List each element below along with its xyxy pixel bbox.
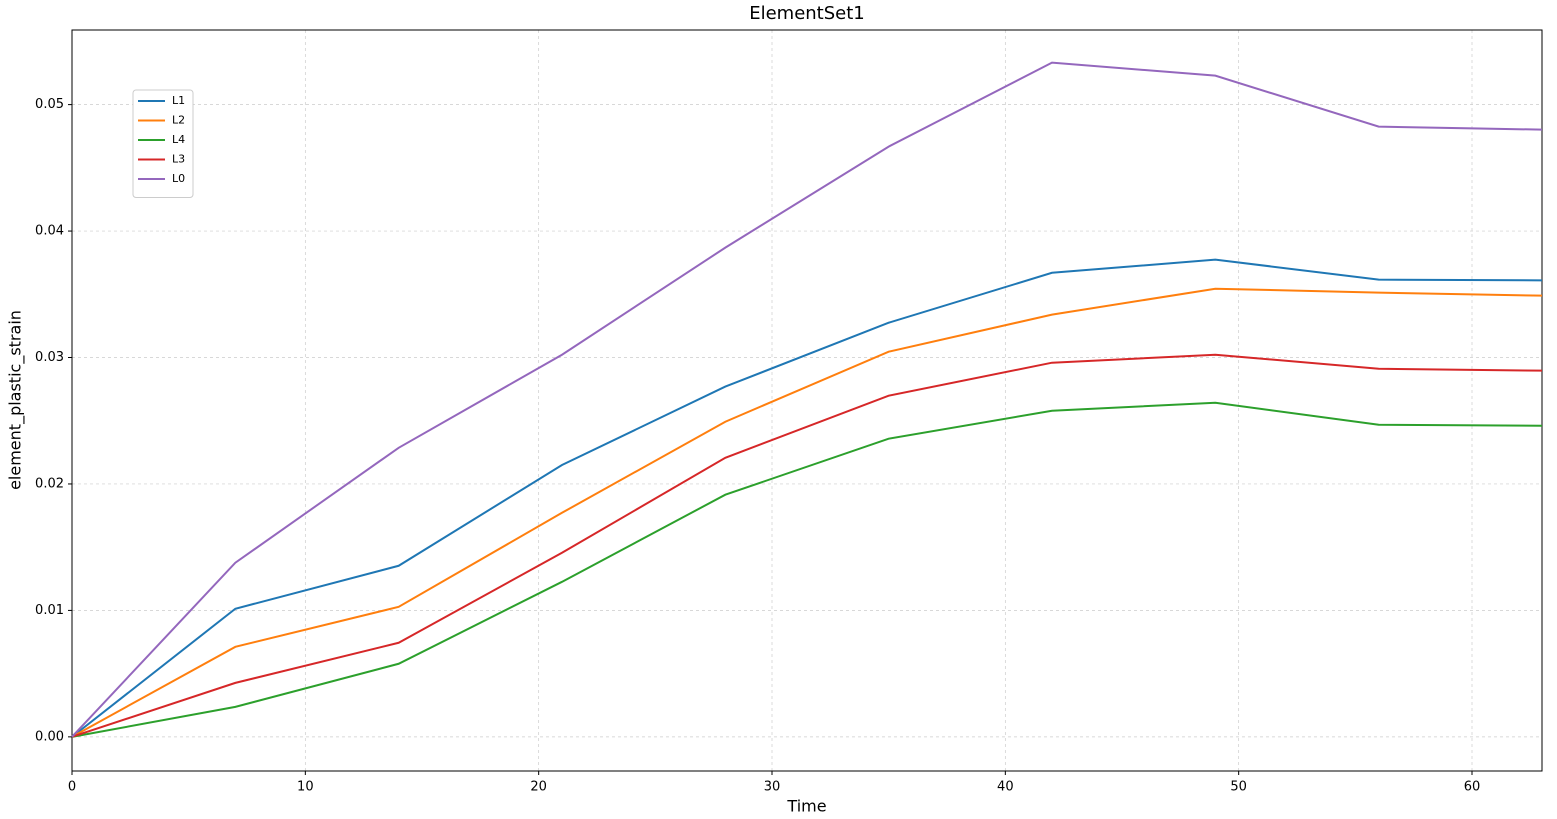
y-tick-label: 0.02 bbox=[35, 476, 64, 491]
legend-label: L3 bbox=[172, 153, 185, 166]
line bbox=[71, 401, 1543, 738]
x-tick-label: 40 bbox=[997, 780, 1014, 795]
line bbox=[71, 287, 1543, 738]
line bbox=[71, 61, 1543, 738]
y-tick-label: 0.05 bbox=[35, 97, 64, 112]
x-tick-label: 50 bbox=[1230, 780, 1247, 795]
y-tick-label: 0.00 bbox=[35, 729, 64, 744]
x-tick-label: 20 bbox=[530, 780, 547, 795]
x-tick-label: 0 bbox=[68, 780, 76, 795]
legend-label: L4 bbox=[172, 133, 185, 146]
line bbox=[71, 258, 1543, 738]
legend-label: L1 bbox=[172, 94, 185, 107]
line bbox=[71, 353, 1543, 738]
plot-frame bbox=[71, 29, 1543, 772]
y-tick-label: 0.01 bbox=[35, 603, 64, 618]
x-tick-label: 60 bbox=[1464, 780, 1481, 795]
legend-label: L0 bbox=[172, 172, 185, 185]
y-tick-label: 0.03 bbox=[35, 350, 64, 365]
legend-box bbox=[132, 89, 194, 198]
chart-title: ElementSet1 bbox=[749, 3, 865, 24]
x-tick-label: 10 bbox=[297, 780, 314, 795]
x-tick-label: 30 bbox=[764, 780, 781, 795]
y-axis-label: element_plastic_strain bbox=[6, 310, 26, 490]
legend-label: L2 bbox=[172, 114, 185, 127]
y-tick-label: 0.04 bbox=[35, 224, 64, 239]
x-axis-label: Time bbox=[786, 797, 826, 816]
